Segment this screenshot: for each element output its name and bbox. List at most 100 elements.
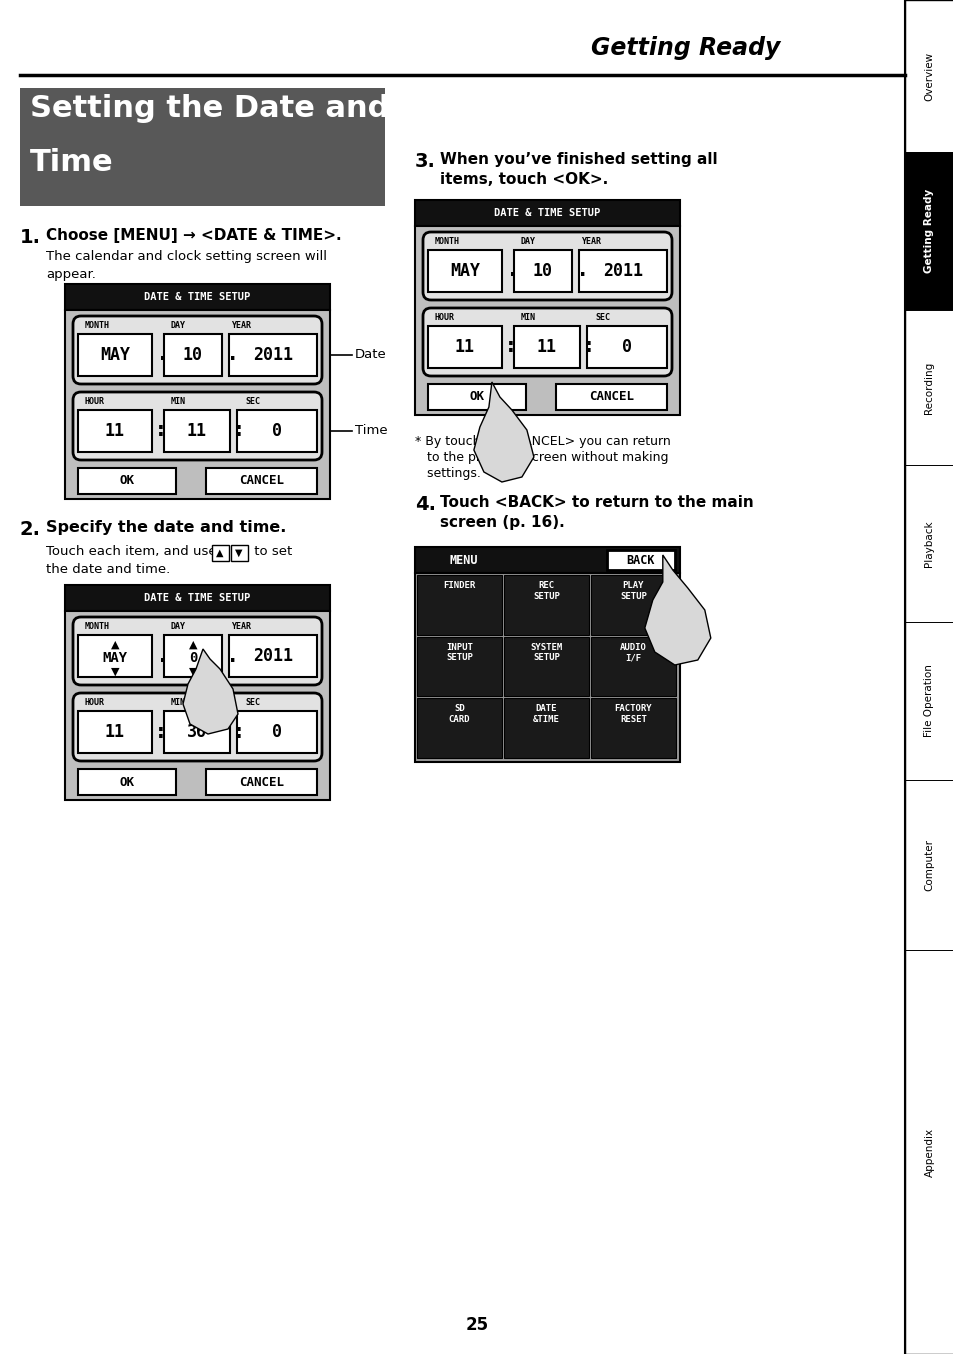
Text: Getting Ready: Getting Ready bbox=[590, 37, 780, 60]
Text: Recording: Recording bbox=[923, 362, 934, 413]
Text: :: : bbox=[234, 421, 242, 440]
Text: ▼: ▼ bbox=[235, 548, 242, 558]
Text: 2011: 2011 bbox=[253, 647, 293, 665]
Text: Setting the Date and: Setting the Date and bbox=[30, 93, 389, 123]
FancyBboxPatch shape bbox=[73, 393, 322, 460]
Bar bbox=[503, 636, 588, 696]
Text: FINDER: FINDER bbox=[443, 581, 476, 590]
Text: YEAR: YEAR bbox=[231, 621, 251, 631]
Text: to the previous screen without making: to the previous screen without making bbox=[415, 451, 668, 464]
Text: :: : bbox=[234, 723, 242, 742]
Text: MENU: MENU bbox=[450, 554, 478, 566]
Text: SD
CARD: SD CARD bbox=[448, 704, 470, 724]
Text: ▼: ▼ bbox=[189, 668, 197, 677]
Bar bbox=[905, 152, 952, 310]
Polygon shape bbox=[644, 555, 710, 665]
Polygon shape bbox=[474, 382, 534, 482]
Bar bbox=[586, 326, 666, 368]
Text: 2011: 2011 bbox=[253, 347, 293, 364]
Text: CANCEL: CANCEL bbox=[239, 776, 284, 788]
Text: 1.: 1. bbox=[20, 227, 41, 246]
Text: .: . bbox=[229, 345, 236, 364]
Text: MONTH: MONTH bbox=[435, 237, 459, 246]
Bar bbox=[20, 88, 385, 206]
Text: ▲: ▲ bbox=[111, 640, 119, 650]
Text: 11: 11 bbox=[537, 338, 557, 356]
Bar bbox=[164, 334, 222, 376]
Text: 0: 0 bbox=[272, 422, 282, 440]
Text: MIN: MIN bbox=[171, 699, 186, 707]
Text: SYSTEM
SETUP: SYSTEM SETUP bbox=[530, 643, 562, 662]
Text: ▲: ▲ bbox=[216, 548, 224, 558]
Bar bbox=[415, 573, 679, 762]
Text: DAY: DAY bbox=[520, 237, 536, 246]
Text: DATE & TIME SETUP: DATE & TIME SETUP bbox=[494, 209, 600, 218]
Text: 36: 36 bbox=[187, 723, 207, 741]
Bar bbox=[231, 546, 248, 561]
Text: 11: 11 bbox=[105, 422, 125, 440]
Bar bbox=[65, 585, 330, 611]
Text: OK: OK bbox=[469, 390, 484, 403]
Text: File Operation: File Operation bbox=[923, 665, 934, 738]
Text: to set: to set bbox=[250, 546, 292, 558]
Text: Computer: Computer bbox=[923, 839, 934, 891]
Bar bbox=[65, 284, 330, 310]
Bar bbox=[78, 468, 175, 494]
Text: OK: OK bbox=[119, 776, 134, 788]
Bar bbox=[904, 0, 953, 1354]
Text: items, touch <OK>.: items, touch <OK>. bbox=[439, 172, 608, 187]
Text: * By touching <CANCEL> you can return: * By touching <CANCEL> you can return bbox=[415, 435, 670, 448]
Bar bbox=[416, 575, 501, 635]
Text: CANCEL: CANCEL bbox=[588, 390, 634, 403]
Bar bbox=[164, 410, 230, 452]
Text: YEAR: YEAR bbox=[231, 321, 251, 330]
FancyBboxPatch shape bbox=[73, 693, 322, 761]
Text: MONTH: MONTH bbox=[85, 321, 110, 330]
Text: YEAR: YEAR bbox=[580, 237, 600, 246]
Text: screen (p. 16).: screen (p. 16). bbox=[439, 515, 564, 529]
Text: 2.: 2. bbox=[20, 520, 41, 539]
Text: 11: 11 bbox=[455, 338, 475, 356]
Text: settings.: settings. bbox=[415, 467, 480, 481]
Bar bbox=[65, 310, 330, 500]
Text: HOUR: HOUR bbox=[85, 699, 105, 707]
Text: 0: 0 bbox=[272, 723, 282, 741]
Text: the date and time.: the date and time. bbox=[46, 563, 170, 575]
Polygon shape bbox=[183, 649, 237, 734]
Bar bbox=[236, 711, 316, 753]
Text: .: . bbox=[509, 261, 516, 280]
Text: Choose [MENU] → <DATE & TIME>.: Choose [MENU] → <DATE & TIME>. bbox=[46, 227, 341, 242]
Text: 10: 10 bbox=[183, 347, 203, 364]
Text: Specify the date and time.: Specify the date and time. bbox=[46, 520, 286, 535]
Bar bbox=[229, 635, 316, 677]
Text: BACK: BACK bbox=[626, 554, 655, 566]
Bar bbox=[415, 200, 679, 226]
Bar bbox=[590, 699, 676, 758]
Text: :: : bbox=[584, 337, 592, 356]
Text: .: . bbox=[229, 646, 236, 666]
FancyBboxPatch shape bbox=[73, 617, 322, 685]
Text: PLAY
SETUP: PLAY SETUP bbox=[619, 581, 646, 601]
Text: Getting Ready: Getting Ready bbox=[923, 188, 934, 274]
Text: Touch <BACK> to return to the main: Touch <BACK> to return to the main bbox=[439, 496, 753, 510]
FancyBboxPatch shape bbox=[422, 232, 671, 301]
Text: .: . bbox=[159, 345, 166, 364]
Bar bbox=[503, 699, 588, 758]
Text: AUDIO
I/F: AUDIO I/F bbox=[619, 643, 646, 662]
Text: FACTORY
RESET: FACTORY RESET bbox=[614, 704, 652, 724]
Bar bbox=[428, 326, 501, 368]
Text: DAY: DAY bbox=[171, 621, 186, 631]
Text: MONTH: MONTH bbox=[85, 621, 110, 631]
Bar bbox=[503, 575, 588, 635]
FancyBboxPatch shape bbox=[73, 315, 322, 385]
Text: ▲: ▲ bbox=[189, 640, 197, 650]
Text: Time: Time bbox=[30, 148, 113, 177]
Bar bbox=[229, 334, 316, 376]
Text: DATE & TIME SETUP: DATE & TIME SETUP bbox=[144, 593, 251, 603]
Text: 10: 10 bbox=[533, 263, 553, 280]
Text: MAY: MAY bbox=[100, 347, 130, 364]
Bar bbox=[78, 711, 152, 753]
Bar bbox=[606, 550, 675, 570]
Text: MAY: MAY bbox=[102, 651, 128, 665]
Bar bbox=[212, 546, 229, 561]
